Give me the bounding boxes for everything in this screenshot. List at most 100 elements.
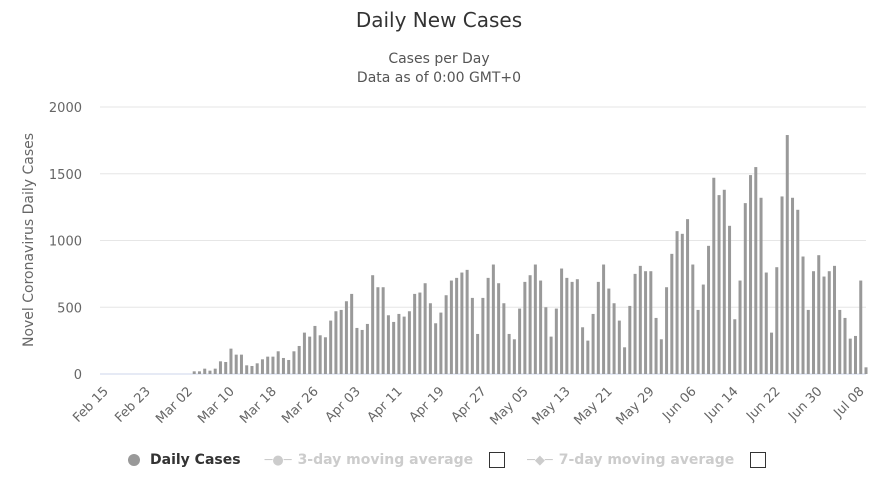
bar-jun-20 [764, 272, 768, 374]
bar-jun-04 [680, 233, 684, 374]
x-tick-label: Apr 03 [323, 384, 364, 425]
bar-mar-22 [292, 351, 296, 374]
bar-may-23 [617, 320, 621, 374]
bar-jun-15 [738, 280, 742, 374]
bar-jul-01 [822, 276, 826, 374]
bar-apr-28 [486, 277, 490, 374]
bar-may-25 [628, 305, 632, 374]
plot-area: 0 500 1000 1500 2000 Novel Coronavirus Daily … [21, 101, 868, 428]
bar-may-09 [544, 307, 548, 374]
bar-jun-27 [801, 256, 805, 374]
bar-jun-30 [817, 255, 821, 374]
bar-apr-05 [365, 323, 369, 374]
bar-may-30 [654, 317, 658, 374]
bar-apr-12 [402, 316, 406, 374]
bar-jun-08 [701, 284, 705, 374]
bar-apr-15 [418, 292, 422, 374]
bar-apr-17 [428, 303, 432, 374]
bar-mar-27 [318, 335, 322, 374]
bar-may-31 [659, 339, 663, 374]
bar-may-02 [507, 333, 511, 374]
bar-jun-25 [791, 197, 795, 374]
legend-label: 7-day moving average [558, 452, 735, 468]
bar-jun-24 [785, 135, 789, 374]
bar-mar-29 [329, 320, 333, 374]
x-tick-label: Jun 30 [785, 384, 825, 424]
bar-jun-11 [717, 195, 721, 374]
bar-apr-20 [444, 295, 448, 374]
bar-jun-26 [796, 209, 800, 374]
bar-may-13 [565, 277, 569, 374]
legend-7day-average[interactable]: ─◆─ 7-day moving average [527, 452, 734, 468]
bar-mar-18 [271, 356, 275, 374]
x-tick-label: Jun 06 [659, 384, 699, 424]
bar-jun-02 [670, 253, 674, 374]
bar-jun-16 [743, 203, 747, 374]
bar-apr-26 [476, 333, 480, 374]
bar-apr-22 [455, 277, 459, 374]
bar-apr-01 [344, 301, 348, 374]
bar-apr-14 [413, 293, 417, 374]
bar-may-06 [528, 275, 532, 374]
bar-jul-08 [859, 280, 863, 374]
y-tick-label: 500 [57, 301, 82, 316]
x-tick-label: Mar 18 [237, 384, 280, 427]
bar-jun-14 [733, 319, 737, 374]
bar-jun-28 [806, 309, 810, 374]
bar-may-20 [602, 264, 606, 374]
bar-mar-17 [266, 356, 270, 374]
bar-may-05 [523, 281, 527, 374]
legend-label: Daily Cases [150, 452, 241, 468]
bar-mar-04 [197, 371, 201, 374]
bar-may-07 [533, 264, 537, 374]
bar-mar-05 [203, 368, 207, 374]
bar-jul-03 [833, 265, 837, 374]
line-diamond-marker-icon: ─◆─ [527, 452, 553, 468]
bar-may-15 [575, 279, 579, 374]
x-tick-label: Jun 14 [701, 384, 741, 424]
bar-jun-29 [812, 271, 816, 374]
legend-label: 3-day moving average [297, 452, 474, 468]
bar-apr-11 [397, 313, 401, 374]
bar-mar-07 [213, 368, 217, 374]
chart-title: Daily New Cases [355, 8, 523, 32]
chart-subtitle: Cases per Day [388, 51, 490, 67]
bar-jun-06 [691, 264, 695, 374]
legend-daily-cases[interactable]: Daily Cases [128, 452, 241, 468]
x-tick-label: Mar 02 [153, 384, 196, 427]
x-tick-label: Jul 08 [831, 384, 868, 421]
bar-mar-12 [239, 354, 243, 374]
bar-jul-09 [864, 367, 868, 374]
bar-may-18 [591, 313, 595, 374]
bar-mar-25 [308, 336, 312, 374]
x-tick-label: May 29 [613, 384, 657, 428]
y-tick-label: 1500 [49, 168, 82, 183]
bar-mar-14 [250, 365, 254, 374]
bar-jun-07 [696, 309, 700, 374]
bar-jul-05 [843, 317, 847, 374]
bar-apr-08 [381, 287, 385, 374]
bar-apr-19 [439, 312, 443, 374]
x-tick-label: Apr 19 [407, 384, 448, 425]
x-tick-label: May 21 [571, 384, 615, 428]
legend-3day-average[interactable]: ─●─ 3-day moving average [265, 452, 474, 468]
bar-jun-01 [665, 287, 669, 374]
bar-may-14 [570, 281, 574, 374]
x-tick-label: Feb 23 [112, 384, 154, 426]
7day-average-checkbox[interactable] [750, 452, 767, 468]
bar-apr-07 [376, 287, 380, 374]
bar-apr-09 [386, 315, 390, 374]
x-tick-label: Apr 11 [365, 384, 406, 425]
3day-average-checkbox[interactable] [489, 452, 506, 468]
x-tick-label: Mar 10 [195, 384, 238, 427]
bar-may-22 [612, 303, 616, 374]
bar-apr-02 [350, 293, 354, 374]
bar-mar-16 [260, 359, 264, 374]
bar-mar-26 [313, 325, 317, 374]
bar-jun-12 [722, 189, 726, 374]
bar-may-28 [644, 271, 648, 374]
bar-apr-23 [460, 272, 464, 374]
bar-mar-23 [297, 345, 301, 374]
bar-jun-18 [754, 167, 758, 374]
circle-marker-icon [128, 454, 140, 466]
